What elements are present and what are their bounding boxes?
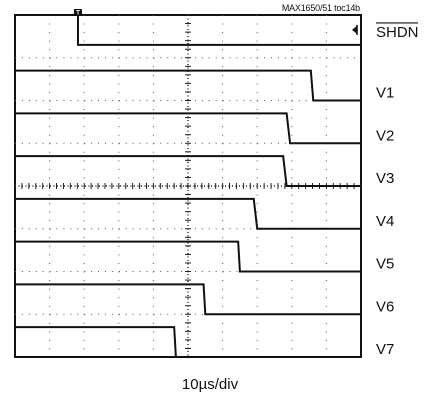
trace-v1 [15, 69, 361, 102]
trace-label-v1: V1 [376, 85, 394, 102]
trace-label-v3: V3 [376, 170, 394, 187]
trace-v6 [15, 283, 361, 316]
trace-label-v6: V6 [376, 298, 394, 315]
x-axis-label: 10µs/div [181, 376, 239, 393]
trigger-marker-label: T [76, 10, 80, 17]
trace-v4 [15, 197, 361, 230]
trace-v7 [15, 326, 361, 358]
trace-labels: SHDN V1 V2 V3 V4 V5 V6 V7 [376, 22, 419, 358]
markers: T [73, 9, 358, 35]
trigger-marker-icon [73, 9, 82, 16]
trace-shdn [15, 14, 361, 46]
channel-ground-marker-icon [352, 25, 357, 34]
trace-v3 [15, 155, 361, 187]
trace-v2 [15, 112, 361, 145]
trace-label-v4: V4 [376, 213, 394, 230]
traces [15, 14, 361, 358]
trace-v5 [15, 240, 361, 273]
trace-label-v7: V7 [376, 341, 394, 358]
figure-id: MAX1650/51 toc14b [281, 3, 360, 13]
trace-label-shdn: SHDN [376, 24, 419, 41]
trace-label-v5: V5 [376, 256, 394, 273]
trace-label-v2: V2 [376, 127, 394, 144]
